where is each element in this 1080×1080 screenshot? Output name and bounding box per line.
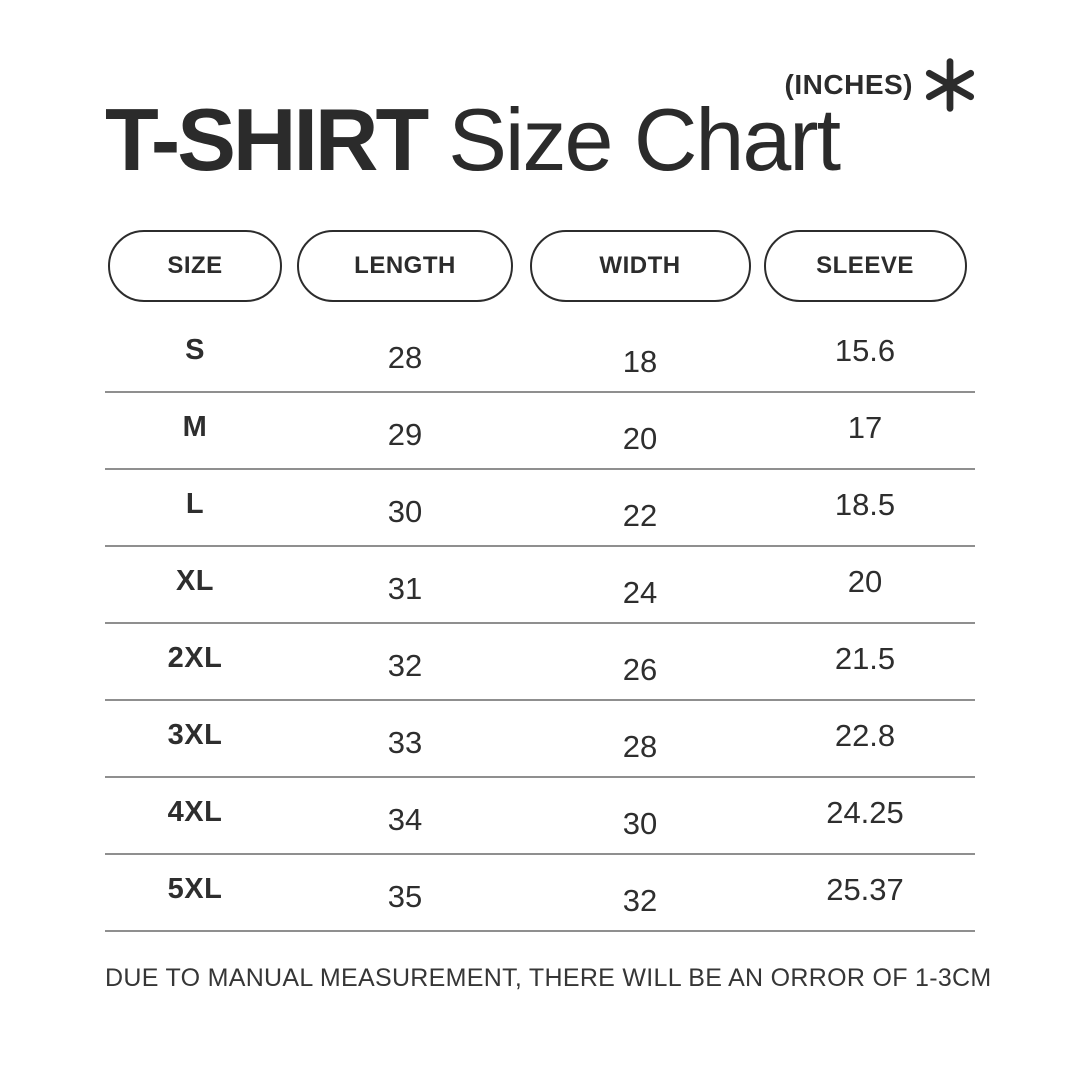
table-row-4xl: 4XL 34 30 24.25 xyxy=(105,778,975,855)
column-header-length: LENGTH xyxy=(297,230,513,302)
table-row-m: M 29 20 17 xyxy=(105,393,975,470)
asterisk-icon xyxy=(923,58,977,112)
length-cell: 33 xyxy=(387,724,423,760)
size-cell: S xyxy=(185,334,205,366)
length-cell: 35 xyxy=(387,878,423,914)
length-cell: 32 xyxy=(387,647,423,683)
column-header-length-label: LENGTH xyxy=(354,252,456,279)
units-label: (INCHES) xyxy=(784,69,913,100)
sleeve-cell: 18.5 xyxy=(834,486,896,522)
column-header-size-label: SIZE xyxy=(167,252,223,279)
sleeve-cell: 25.37 xyxy=(826,871,904,907)
width-cell: 22 xyxy=(622,497,658,533)
sleeve-cell: 24.25 xyxy=(826,794,904,830)
measurement-disclaimer: DUE TO MANUAL MEASUREMENT, THERE WILL BE… xyxy=(105,964,992,992)
size-cell: M xyxy=(182,411,208,443)
size-cell: L xyxy=(185,488,205,520)
sleeve-cell: 17 xyxy=(847,409,883,445)
units-indicator: (INCHES) xyxy=(785,58,977,112)
width-cell: 30 xyxy=(622,805,658,841)
table-row-2xl: 2XL 32 26 21.5 xyxy=(105,624,975,701)
width-cell: 20 xyxy=(622,420,658,456)
size-cell: 3XL xyxy=(167,719,223,751)
table-row-l: L 30 22 18.5 xyxy=(105,470,975,547)
table-row-xl: XL 31 24 20 xyxy=(105,547,975,624)
table-row-3xl: 3XL 33 28 22.8 xyxy=(105,701,975,778)
length-cell: 28 xyxy=(387,339,423,375)
size-cell: 2XL xyxy=(167,642,223,674)
length-cell: 29 xyxy=(387,416,423,452)
sleeve-cell: 20 xyxy=(847,563,883,599)
width-cell: 28 xyxy=(622,728,658,764)
column-header-width-label: WIDTH xyxy=(599,252,681,279)
page-title: T-SHIRT Size Chart xyxy=(105,0,975,184)
column-header-sleeve: SLEEVE xyxy=(763,230,967,302)
width-cell: 24 xyxy=(622,574,658,610)
length-cell: 34 xyxy=(387,801,423,837)
sleeve-cell: 15.6 xyxy=(834,332,896,368)
column-header-width: WIDTH xyxy=(529,230,751,302)
sleeve-cell: 22.8 xyxy=(834,717,896,753)
length-cell: 31 xyxy=(387,570,423,606)
column-header-row: SIZE LENGTH WIDTH SLEEVE xyxy=(105,230,975,302)
column-header-size: SIZE xyxy=(108,230,282,302)
table-row-5xl: 5XL 35 32 25.37 xyxy=(105,855,975,932)
size-cell: 5XL xyxy=(167,873,223,905)
sleeve-cell: 21.5 xyxy=(834,640,896,676)
size-cell: 4XL xyxy=(167,796,223,828)
width-cell: 32 xyxy=(622,882,658,918)
width-cell: 26 xyxy=(622,651,658,687)
size-cell: XL xyxy=(175,565,215,597)
width-cell: 18 xyxy=(622,343,658,379)
page-title-product: T-SHIRT xyxy=(105,90,429,189)
size-table: S 28 18 15.6 M 29 20 17 L 30 22 18.5 XL … xyxy=(105,316,975,932)
column-header-sleeve-label: SLEEVE xyxy=(816,252,914,279)
page-title-suffix: Size Chart xyxy=(448,90,841,189)
length-cell: 30 xyxy=(387,493,423,529)
table-row-s: S 28 18 15.6 xyxy=(105,316,975,393)
